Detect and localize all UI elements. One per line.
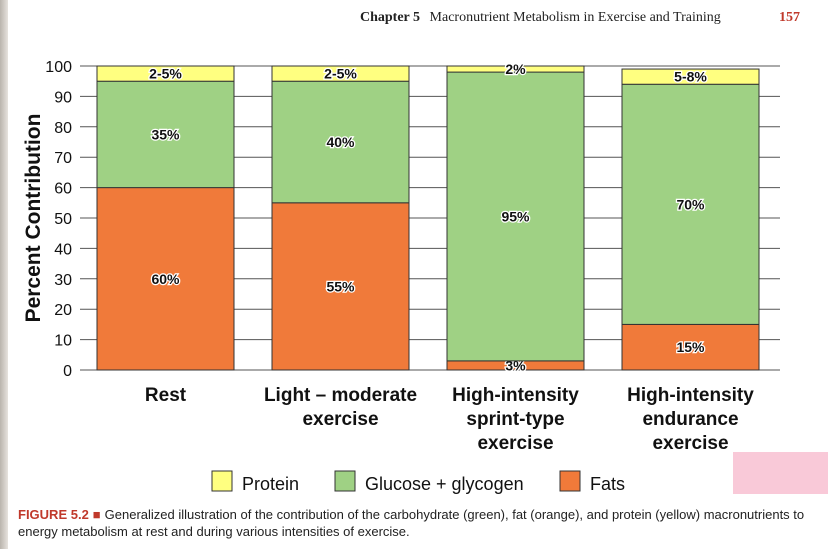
data-label: 2-5% bbox=[149, 66, 182, 82]
data-label: 15% bbox=[676, 339, 705, 355]
data-label: 95% bbox=[501, 208, 530, 224]
bar-segment-protein bbox=[96, 65, 235, 82]
bar-segment-fats bbox=[271, 202, 410, 371]
legend-label: Glucose + glycogen bbox=[365, 474, 524, 494]
y-tick-label: 80 bbox=[54, 120, 72, 137]
bar-segment-protein bbox=[271, 65, 410, 82]
y-tick-label: 90 bbox=[54, 89, 72, 106]
data-label: 5-8% bbox=[674, 69, 707, 85]
x-category-label: Light – moderate bbox=[264, 385, 417, 406]
page-number: 157 bbox=[779, 10, 800, 25]
x-category-label: High-intensity bbox=[627, 385, 754, 406]
y-tick-label: 10 bbox=[54, 333, 72, 350]
data-label: 55% bbox=[326, 278, 355, 294]
bar-segment-fats bbox=[621, 323, 760, 371]
stacked-bar-chart: 0 10 20 30 40 50 60 70 80 90 100 Percent Contributi… bbox=[22, 59, 780, 494]
caption-bullet: ■ bbox=[92, 507, 101, 522]
figure-caption: FIGURE 5.2 ■ Generalized illustration of t… bbox=[18, 506, 818, 540]
data-label: 60% bbox=[151, 271, 180, 287]
x-category-label: endurance bbox=[642, 409, 738, 430]
figure-label: FIGURE 5.2 bbox=[18, 507, 89, 522]
x-category-label: exercise bbox=[652, 433, 728, 454]
bar-segment-protein bbox=[621, 68, 760, 85]
running-title: Macronutrient Metabolism in Exercise and… bbox=[429, 10, 721, 25]
y-axis-label: Percent Contribution bbox=[22, 114, 45, 323]
x-category-label: exercise bbox=[302, 409, 378, 430]
x-category-label: exercise bbox=[477, 433, 553, 454]
data-label: 40% bbox=[326, 134, 355, 150]
bar-segment-fats bbox=[96, 187, 235, 371]
y-tick-label: 0 bbox=[63, 363, 72, 380]
chapter-number: Chapter 5 bbox=[360, 10, 421, 25]
y-tick-label: 60 bbox=[54, 181, 72, 198]
x-category-label: sprint-type bbox=[466, 409, 564, 430]
data-label: 2-5% bbox=[324, 66, 357, 82]
y-tick-label: 50 bbox=[54, 211, 72, 228]
bar-segment-glucose-glycogen bbox=[621, 83, 760, 325]
pink-sticky-patch bbox=[733, 452, 828, 494]
x-category-label: High-intensity bbox=[452, 385, 579, 406]
x-category-label: Rest bbox=[145, 385, 187, 406]
bar-segment-glucose-glycogen bbox=[446, 71, 585, 362]
bar-segment-protein bbox=[446, 65, 585, 73]
y-tick-label: 40 bbox=[54, 241, 72, 258]
data-label: 70% bbox=[676, 196, 705, 212]
data-label: 2% bbox=[505, 61, 526, 77]
legend-swatch-protein bbox=[211, 470, 233, 492]
legend-swatch-glucose-glycogen bbox=[334, 470, 356, 492]
caption-text: Generalized illustration of the contribu… bbox=[18, 507, 805, 539]
legend-label: Protein bbox=[242, 474, 299, 494]
y-tick-label: 70 bbox=[54, 150, 72, 167]
data-label: 35% bbox=[151, 126, 180, 142]
bar-segment-glucose-glycogen bbox=[271, 80, 410, 204]
page-header: Chapter 5 Macronutrient Metabolism in Ex… bbox=[360, 10, 800, 26]
y-tick-label: 100 bbox=[45, 59, 72, 76]
y-tick-label: 30 bbox=[54, 272, 72, 289]
y-tick-label: 20 bbox=[54, 302, 72, 319]
page-edge bbox=[0, 0, 8, 549]
legend-label: Fats bbox=[590, 474, 625, 494]
legend-swatch-fats bbox=[559, 470, 581, 492]
